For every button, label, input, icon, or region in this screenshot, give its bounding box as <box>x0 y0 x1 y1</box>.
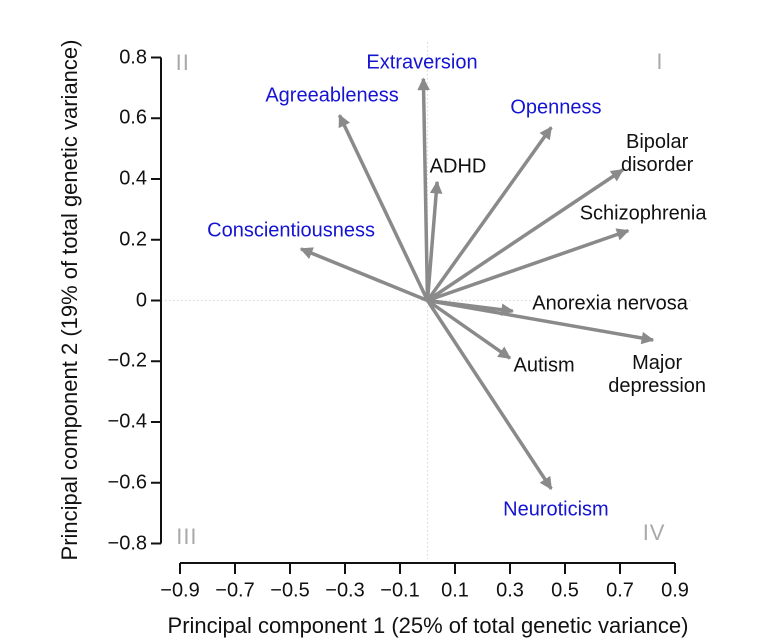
vector-label-anorexia-nervosa: Anorexia nervosa <box>532 292 688 315</box>
x-tick-label: −0.1 <box>380 579 420 602</box>
loading-arrow-adhd <box>425 180 443 301</box>
quadrant-label-iv: IV <box>642 519 666 545</box>
x-tick-label: 0.7 <box>606 579 634 602</box>
y-tick-label: −0.4 <box>107 410 147 433</box>
vector-label-conscientiousness: Conscientiousness <box>207 219 376 242</box>
quadrant-label-iii: III <box>176 524 198 550</box>
vector-label-bipolar-disorder: Bipolar disorder <box>620 131 694 177</box>
vector-label-autism: Autism <box>513 354 575 377</box>
y-tick-label: −0.6 <box>107 471 147 494</box>
y-axis-title: Principal component 2 (19% of total gene… <box>57 39 82 561</box>
vector-label-extraversion: Extraversion <box>366 51 478 74</box>
vector-label-openness: Openness <box>510 96 602 119</box>
quadrant-label-i: I <box>656 49 664 75</box>
y-tick-label: 0.6 <box>119 106 147 129</box>
y-tick-label: 0.4 <box>119 167 147 190</box>
y-tick-label: 0 <box>135 289 147 311</box>
loading-arrow-neuroticism <box>426 299 553 490</box>
x-tick-label: 0.3 <box>496 579 524 602</box>
loading-arrow-conscientiousness <box>299 247 429 303</box>
loading-arrow-openness <box>426 126 553 302</box>
y-tick-label: 0.2 <box>119 228 147 251</box>
x-tick-label: −0.9 <box>160 579 200 602</box>
loading-arrow-major-depression <box>427 298 655 345</box>
vector-label-schizophrenia: Schizophrenia <box>579 202 707 225</box>
vector-label-major-depression: Major depression <box>608 351 707 397</box>
loading-arrow-extraversion <box>417 77 430 301</box>
y-tick-label: 0.8 <box>119 46 147 68</box>
vector-label-adhd: ADHD <box>429 155 487 178</box>
x-tick-label: 0.5 <box>551 579 579 602</box>
vector-label-agreeableness: Agreeableness <box>265 84 399 107</box>
loading-arrow-bipolar-disorder <box>426 168 624 302</box>
loading-arrow-schizophrenia <box>426 228 630 303</box>
loading-arrow-agreeableness <box>337 114 430 302</box>
x-tick-label: −0.5 <box>270 579 310 602</box>
loading-arrow-autism <box>426 299 512 360</box>
vector-label-neuroticism: Neuroticism <box>503 498 609 521</box>
y-tick-label: −0.2 <box>107 349 147 372</box>
quadrant-label-ii: II <box>175 49 190 75</box>
x-axis-title: Principal component 1 (25% of total gene… <box>167 613 689 638</box>
y-tick-label: −0.8 <box>107 532 147 554</box>
x-tick-label: 0.1 <box>441 579 469 602</box>
x-tick-label: −0.7 <box>215 579 255 602</box>
x-tick-label: 0.9 <box>661 579 689 602</box>
x-tick-label: −0.3 <box>325 579 365 602</box>
